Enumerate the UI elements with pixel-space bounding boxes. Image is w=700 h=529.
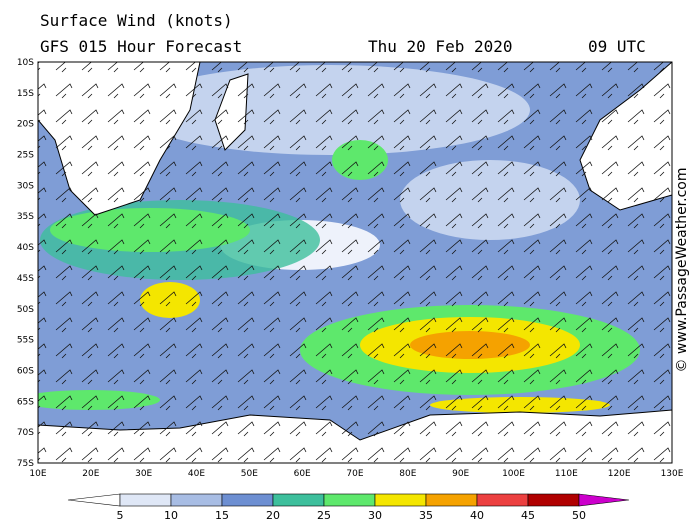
lat-label: 75S — [17, 459, 34, 469]
lat-label: 25S — [17, 151, 34, 161]
lat-label: 30S — [17, 181, 34, 191]
colorbar-segment — [476, 493, 529, 507]
colorbar-segment — [425, 493, 478, 507]
lat-label: 55S — [17, 336, 34, 346]
colorbar-segment — [323, 493, 376, 507]
colorbar-label: 45 — [521, 509, 535, 522]
lat-label: 70S — [17, 428, 34, 438]
lon-label: 60E — [294, 469, 311, 479]
map-frame — [37, 61, 673, 464]
colorbar-segment — [374, 493, 427, 507]
lon-label: 90E — [452, 469, 469, 479]
colorbar-label: 40 — [470, 509, 484, 522]
axis-labels: 10S 15S 20S 25S 30S 35S 40S 45S 50S 55S 60S 65S 70S 7… — [17, 58, 684, 479]
lat-label: 40S — [17, 243, 34, 253]
lat-label: 50S — [17, 305, 34, 315]
colorbar-segment — [119, 493, 172, 507]
colorbar-label: 15 — [215, 509, 229, 522]
lon-label: 110E — [555, 469, 578, 479]
lon-label: 50E — [241, 469, 258, 479]
title: Surface Wind (knots) — [40, 11, 233, 30]
colorbar-label: 35 — [419, 509, 433, 522]
colorbar: 5 10 15 20 25 30 35 40 45 50 — [67, 493, 630, 522]
lon-label: 10E — [29, 469, 46, 479]
copyright: © www.PassageWeather.com — [674, 167, 690, 372]
lon-label: 120E — [608, 469, 631, 479]
colorbar-arrow — [578, 493, 630, 507]
lat-label: 20S — [17, 120, 34, 130]
colorbar-segment — [221, 493, 274, 507]
lat-label: 65S — [17, 397, 34, 407]
colorbar-label: 30 — [368, 509, 382, 522]
lon-label: 130E — [661, 469, 684, 479]
colorbar-label: 50 — [572, 509, 586, 522]
lat-label: 15S — [17, 89, 34, 99]
lat-label: 35S — [17, 212, 34, 222]
lon-label: 40E — [188, 469, 205, 479]
colorbar-label: 20 — [266, 509, 280, 522]
lat-label: 60S — [17, 366, 34, 376]
colorbar-segment — [272, 493, 325, 507]
lat-label: 10S — [17, 58, 34, 68]
colorbar-arrow — [67, 493, 121, 507]
colorbar-label: 10 — [164, 509, 178, 522]
lon-label: 80E — [399, 469, 416, 479]
lon-label: 30E — [135, 469, 152, 479]
colorbar-segment — [527, 493, 580, 507]
time: 09 UTC — [588, 37, 646, 56]
lon-label: 20E — [82, 469, 99, 479]
lon-label: 70E — [346, 469, 363, 479]
date: Thu 20 Feb 2020 — [368, 37, 513, 56]
map — [38, 62, 672, 463]
colorbar-label: 5 — [117, 509, 124, 522]
model: GFS 015 Hour Forecast — [40, 37, 242, 56]
colorbar-label: 25 — [317, 509, 331, 522]
colorbar-segment — [170, 493, 223, 507]
lon-label: 100E — [502, 469, 525, 479]
lat-label: 45S — [17, 274, 34, 284]
